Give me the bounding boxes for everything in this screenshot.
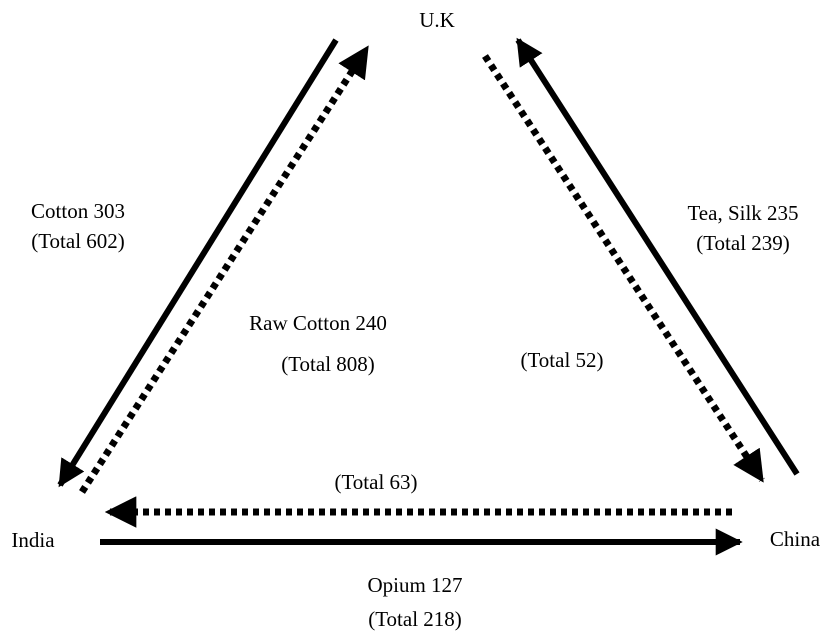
flow-label: (Total 239) xyxy=(696,231,790,255)
node-label: U.K xyxy=(419,8,455,32)
flow-label: (Total 218) xyxy=(368,607,462,631)
flow-label: (Total 63) xyxy=(334,470,417,494)
flow-label: (Total 52) xyxy=(520,348,603,372)
flow-label: Raw Cotton 240 xyxy=(249,311,387,335)
arrow-india-uk xyxy=(79,45,370,494)
flow-label: Opium 127 xyxy=(367,573,462,597)
flow-label: Tea, Silk 235 xyxy=(687,201,798,225)
node-label: India xyxy=(11,528,55,552)
node-label: China xyxy=(770,527,821,551)
arrow-uk-china xyxy=(482,54,765,483)
flow-label: (Total 602) xyxy=(31,229,125,253)
arrow-china-uk xyxy=(515,37,800,476)
flow-label: Cotton 303 xyxy=(31,199,125,223)
flow-label: (Total 808) xyxy=(281,352,375,376)
arrow-uk-india xyxy=(57,38,339,488)
